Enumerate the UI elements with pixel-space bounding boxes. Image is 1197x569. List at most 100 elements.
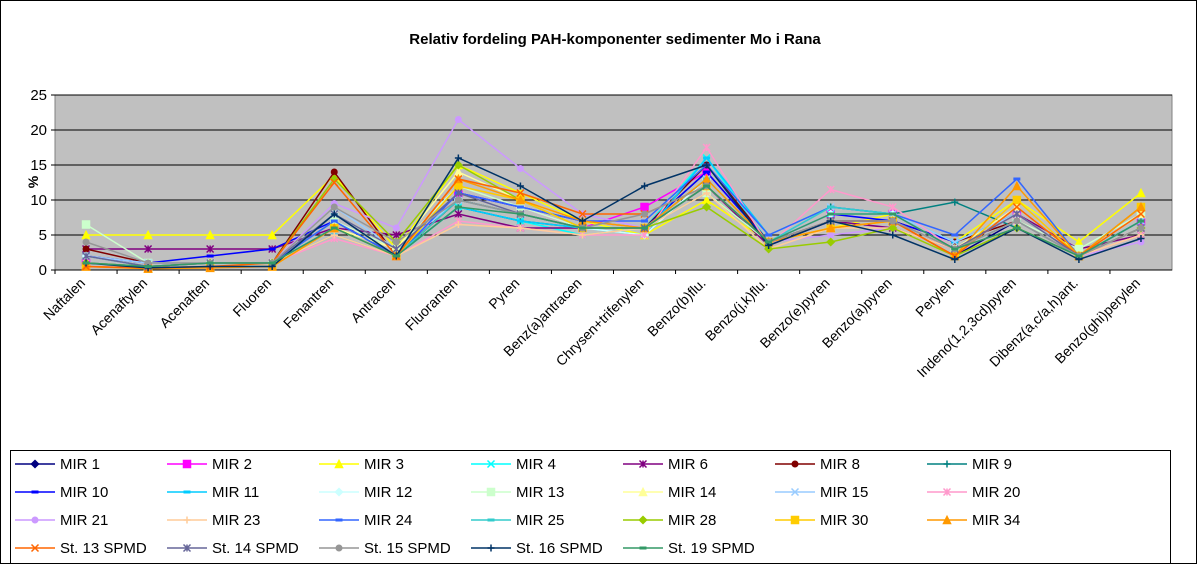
series-line	[85, 157, 1142, 269]
marker	[392, 224, 400, 232]
marker	[81, 229, 91, 240]
marker	[889, 217, 897, 225]
marker	[638, 515, 648, 525]
marker	[206, 244, 215, 254]
marker	[486, 487, 496, 497]
legend-label: MIR 20	[972, 484, 1020, 501]
marker	[516, 224, 524, 232]
chart-title: Relativ fordeling PAH-komponenter sedime…	[409, 31, 821, 48]
legend-label: MIR 8	[820, 456, 860, 473]
marker	[182, 543, 192, 553]
marker	[640, 230, 649, 240]
marker	[183, 516, 191, 524]
legend-label: MIR 10	[60, 484, 108, 501]
series-line	[85, 185, 1142, 268]
marker	[454, 116, 462, 123]
marker	[790, 487, 800, 497]
marker	[454, 174, 463, 184]
marker	[827, 231, 835, 239]
legend-label: MIR 13	[516, 484, 564, 501]
marker	[1012, 202, 1021, 212]
marker	[1136, 201, 1146, 212]
marker	[1137, 224, 1145, 232]
y-tick-label: 10	[30, 192, 47, 209]
marker	[641, 182, 649, 190]
marker	[1012, 209, 1021, 219]
marker	[826, 185, 835, 194]
marker	[392, 238, 400, 246]
marker	[454, 154, 462, 162]
marker	[638, 459, 648, 469]
marker	[888, 202, 897, 212]
marker	[330, 168, 338, 176]
marker	[640, 202, 649, 212]
legend-label: MIR 25	[516, 512, 564, 529]
legend-label: MIR 3	[364, 456, 404, 473]
marker	[330, 210, 338, 218]
marker	[81, 220, 91, 229]
legend-label: St. 19 SPMD	[668, 540, 755, 557]
legend-label: St. 14 SPMD	[212, 540, 299, 557]
legend-box	[10, 450, 1171, 564]
marker	[702, 202, 712, 212]
legend-label: MIR 1	[60, 456, 100, 473]
y-tick-label: 5	[39, 227, 47, 244]
legend-label: MIR 4	[516, 456, 556, 473]
legend-label: St. 15 SPMD	[364, 540, 451, 557]
marker	[951, 256, 959, 263]
marker	[330, 203, 338, 211]
legend-label: MIR 30	[820, 512, 868, 529]
marker	[1136, 187, 1146, 198]
marker	[486, 459, 496, 469]
legend-label: MIR 28	[668, 512, 716, 529]
marker	[638, 486, 648, 497]
marker	[454, 188, 463, 198]
y-axis-label: %	[25, 175, 41, 188]
marker	[392, 230, 401, 240]
marker	[943, 460, 951, 468]
legend-label: St. 13 SPMD	[60, 540, 147, 557]
marker	[330, 231, 338, 239]
marker	[453, 160, 463, 170]
marker	[951, 198, 959, 206]
marker	[790, 515, 800, 525]
legend-label: MIR 14	[668, 484, 716, 501]
marker	[1012, 180, 1022, 191]
marker	[703, 189, 711, 197]
marker	[1137, 235, 1145, 242]
marker	[578, 217, 586, 225]
marker	[950, 237, 959, 247]
legend-label: St. 16 SPMD	[516, 540, 603, 557]
marker	[82, 238, 90, 246]
marker	[182, 459, 192, 469]
y-tick-label: 25	[30, 87, 47, 104]
legend-label: MIR 24	[364, 512, 412, 529]
legend-label: MIR 15	[820, 484, 868, 501]
marker	[30, 459, 40, 469]
marker	[267, 229, 277, 240]
legend-label: MIR 6	[668, 456, 708, 473]
marker	[454, 196, 462, 204]
legend-label: MIR 12	[364, 484, 412, 501]
marker	[578, 209, 587, 219]
marker	[1013, 217, 1021, 225]
y-tick-label: 15	[30, 157, 47, 174]
marker	[942, 514, 952, 525]
marker	[889, 231, 897, 239]
marker	[82, 245, 90, 253]
marker	[334, 458, 344, 469]
marker	[1136, 209, 1146, 219]
marker	[334, 487, 344, 497]
marker	[454, 209, 463, 219]
marker	[516, 165, 524, 172]
marker	[81, 251, 91, 261]
marker	[454, 221, 462, 228]
marker	[487, 544, 495, 552]
legend-label: MIR 21	[60, 512, 108, 529]
legend-label: MIR 34	[972, 512, 1020, 529]
marker	[1012, 195, 1022, 205]
legend-label: MIR 23	[212, 512, 260, 529]
marker	[516, 182, 524, 190]
marker	[703, 161, 711, 169]
